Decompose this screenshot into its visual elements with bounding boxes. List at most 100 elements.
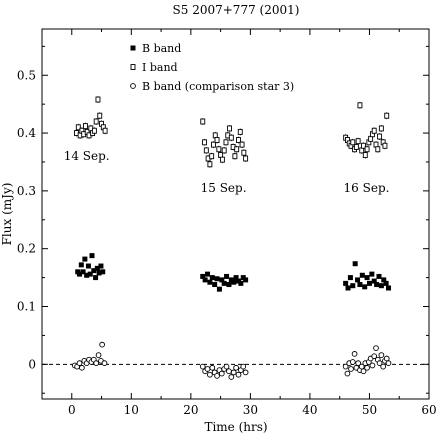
data-point [91, 268, 97, 274]
data-point [233, 364, 239, 371]
data-point [209, 153, 215, 160]
data-point [96, 270, 102, 276]
data-point [83, 123, 88, 130]
data-point [91, 127, 97, 134]
data-point [234, 146, 240, 153]
data-point [369, 362, 376, 369]
data-point [366, 280, 372, 286]
data-point [82, 256, 88, 262]
data-point [95, 96, 101, 103]
data-point [375, 146, 381, 153]
data-point [77, 271, 83, 277]
data-point [233, 275, 239, 281]
data-point [76, 360, 83, 367]
data-point [99, 341, 105, 348]
data-point [87, 271, 93, 277]
data-point [362, 284, 368, 290]
data-point [221, 147, 227, 154]
y-tick-label: 0.4 [17, 126, 36, 140]
data-point [345, 285, 351, 291]
data-point [80, 269, 86, 275]
legend-label: B band (comparison star 3) [142, 80, 294, 93]
data-point [351, 351, 358, 357]
data-point [93, 118, 99, 125]
data-point [216, 146, 222, 153]
y-tick-label: 0.1 [17, 300, 36, 314]
data-point [355, 360, 361, 367]
data-point [376, 360, 383, 367]
x-tick-label: 50 [362, 403, 377, 417]
data-point [216, 286, 222, 292]
annotation-label: 15 Sep. [201, 181, 247, 195]
y-tick-label: 0.5 [17, 68, 36, 82]
annotation-label: 14 Sep. [64, 149, 110, 163]
series-2 [71, 341, 392, 380]
data-point [383, 355, 390, 362]
data-point [380, 363, 387, 370]
data-point [230, 369, 237, 376]
data-point [347, 275, 353, 281]
data-point [199, 363, 206, 370]
data-point [359, 272, 365, 278]
data-point [242, 369, 249, 376]
data-point [207, 161, 213, 168]
data-point [203, 147, 209, 154]
data-point [357, 102, 363, 109]
data-point [211, 141, 216, 148]
series-0 [75, 253, 392, 292]
data-point [374, 282, 380, 288]
data-point [352, 261, 358, 267]
data-point [214, 373, 220, 379]
x-tick-label: 60 [421, 403, 436, 417]
data-point [207, 371, 213, 378]
data-point [226, 368, 232, 375]
data-point [360, 368, 367, 375]
data-point [241, 149, 247, 156]
data-point [357, 282, 363, 288]
data-point [350, 139, 356, 146]
data-point [207, 279, 213, 285]
data-point [228, 374, 235, 380]
data-point [214, 276, 220, 282]
data-point [209, 275, 215, 281]
data-point [78, 262, 84, 268]
data-point [218, 370, 225, 377]
x-tick-label: 0 [68, 403, 76, 417]
data-point [237, 128, 243, 135]
data-point [349, 359, 356, 365]
data-point [97, 112, 103, 119]
data-point [93, 360, 100, 367]
data-point [243, 277, 249, 283]
data-point [378, 283, 384, 289]
chart-title: S5 2007+777 (2001) [173, 3, 300, 17]
data-point [371, 353, 378, 360]
x-tick-label: 10 [124, 403, 139, 417]
data-point [200, 273, 206, 279]
data-point [219, 277, 225, 283]
data-point [202, 139, 207, 146]
data-point [202, 277, 208, 283]
data-point [94, 265, 100, 271]
data-point [376, 273, 382, 279]
data-point [223, 363, 230, 370]
data-point [204, 366, 211, 372]
legend-marker [130, 83, 136, 89]
data-point [384, 112, 390, 119]
data-point [243, 155, 249, 162]
data-point [102, 127, 108, 134]
data-point [95, 352, 102, 358]
data-point [93, 275, 99, 281]
data-point [235, 371, 242, 378]
data-point [205, 271, 211, 277]
data-point [85, 263, 91, 269]
data-point [383, 280, 389, 286]
plot-frame [41, 28, 430, 400]
data-point [378, 352, 385, 358]
data-point [219, 156, 225, 163]
data-point [343, 280, 349, 286]
data-point [350, 283, 356, 289]
data-point [362, 152, 368, 158]
data-point [239, 141, 245, 148]
data-point [227, 125, 232, 132]
data-point [364, 364, 370, 371]
